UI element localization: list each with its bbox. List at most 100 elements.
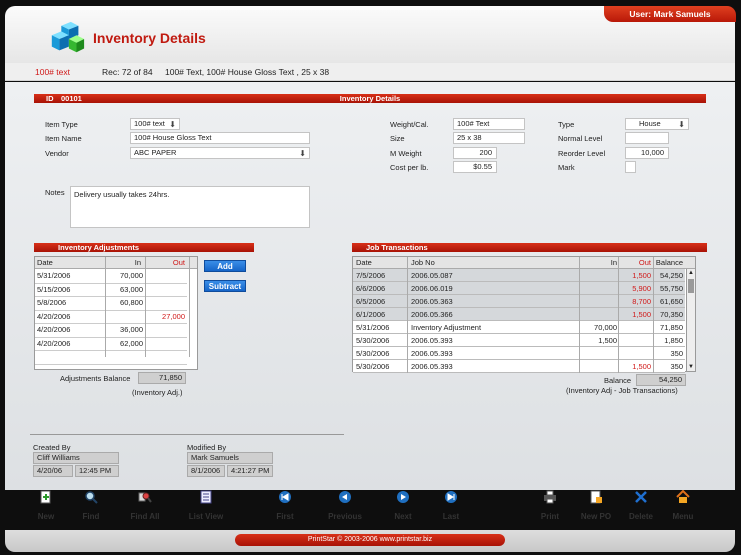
last-record-icon [445, 491, 457, 503]
magnifier-icon [85, 491, 98, 504]
job-in [581, 347, 617, 360]
job-balance: 350 [670, 349, 683, 358]
table-row[interactable] [353, 269, 685, 282]
column-divider [105, 257, 106, 357]
table-row[interactable] [353, 347, 685, 360]
item-name-field[interactable]: 100# House Gloss Text [130, 132, 310, 144]
job-out: 1,500 [632, 310, 651, 319]
print-button[interactable]: Print [520, 490, 580, 521]
notes-field[interactable]: Delivery usually takes 24hrs. [70, 186, 310, 228]
adjustment-in: 70,000 [120, 271, 143, 280]
add-button[interactable]: Add [204, 260, 246, 272]
table-row[interactable] [353, 321, 685, 334]
row-divider [35, 309, 187, 311]
find-button[interactable]: Find [61, 490, 121, 521]
adjustments-table: Date In Out 5/31/2006 70,000 5/15/2006 63,000 5… [34, 256, 198, 370]
scroll-down-icon[interactable]: ▼ [688, 364, 694, 370]
job-number: 2006.05.366 [411, 310, 453, 319]
row-divider [35, 296, 187, 297]
adjustment-out [145, 323, 185, 336]
normal-level-field[interactable] [625, 132, 669, 144]
type-select[interactable]: House ⬇ [625, 118, 689, 130]
modified-date: 8/1/2006 [187, 465, 225, 477]
job-date: 5/30/2006 [356, 349, 390, 358]
reorder-level-label: Reorder Level [558, 149, 606, 158]
reorder-level-field[interactable]: 10,000 [625, 147, 669, 159]
adjustments-balance-value: 71,850 [138, 372, 186, 384]
size-field[interactable]: 25 x 38 [453, 132, 525, 144]
job-in: 1,500 [598, 336, 617, 345]
list-view-icon [200, 490, 212, 504]
item-name-label: Item Name [45, 134, 82, 143]
find-all-button[interactable]: Find All [115, 490, 175, 521]
mark-checkbox[interactable] [625, 161, 636, 173]
job-date: 7/5/2006 [356, 271, 386, 280]
row-divider [35, 350, 187, 351]
table-row[interactable] [353, 282, 685, 295]
cost-label: Cost per lb. [390, 163, 429, 172]
job-number: Inventory Adjustment [411, 323, 482, 332]
adjustment-in: 63,000 [120, 284, 143, 294]
jobs-balance-value: 54,250 [636, 374, 686, 386]
adjustments-balance-label: Adjustments Balance [60, 374, 131, 383]
next-button[interactable]: Next [373, 490, 433, 521]
job-balance: 350 [670, 362, 683, 371]
job-in [581, 360, 617, 373]
last-label: Last [442, 512, 460, 521]
delete-button[interactable]: Delete [611, 490, 671, 521]
jobs-scrollbar[interactable]: ▲ ▼ [686, 269, 695, 371]
weight-field[interactable]: 100# Text [453, 118, 525, 130]
scroll-thumb[interactable] [688, 279, 694, 293]
list-view-label: List View [188, 512, 224, 521]
table-row[interactable] [353, 334, 685, 347]
first-button[interactable]: First [255, 490, 315, 521]
vendor-select[interactable]: ABC PAPER ⬇ [130, 147, 310, 159]
new-po-button[interactable]: New PO [566, 490, 626, 521]
jobs-section-bar: Job Transactions [352, 243, 707, 252]
adjustment-in: 60,800 [120, 298, 143, 307]
subtract-button[interactable]: Subtract [204, 280, 246, 292]
notes-label: Notes [45, 188, 65, 197]
job-balance: 71,850 [660, 323, 683, 332]
job-out: 1,500 [632, 271, 651, 280]
scroll-up-icon[interactable]: ▲ [688, 270, 694, 276]
previous-button[interactable]: Previous [315, 490, 375, 521]
previous-label: Previous [328, 512, 362, 521]
dropdown-arrow-icon: ⬇ [169, 120, 176, 129]
home-icon [676, 490, 690, 503]
job-date: 6/1/2006 [356, 310, 386, 319]
item-type-select[interactable]: 100# text ⬇ [130, 118, 180, 130]
job-number: 2006.05.363 [411, 297, 453, 306]
list-view-button[interactable]: List View [176, 490, 236, 521]
adjustment-out: 27,000 [162, 311, 185, 321]
job-out: 1,500 [632, 362, 651, 371]
find-label: Find [82, 512, 100, 521]
job-balance: 1,850 [664, 336, 683, 345]
new-button[interactable]: New [16, 490, 76, 521]
adjustment-date: 4/20/2006 [37, 325, 71, 334]
record-description: 100# Text, 100# House Gloss Text , 25 x … [165, 67, 330, 77]
table-row[interactable] [353, 360, 685, 373]
new-po-label: New PO [580, 512, 612, 521]
job-in [581, 282, 617, 295]
table-row[interactable] [353, 295, 685, 308]
footer: PrintStar © 2003-2006 www.printstar.biz [5, 530, 735, 552]
mark-label: Mark [558, 163, 575, 172]
column-header-balance: Balance [655, 258, 683, 267]
adjustment-date: 5/31/2006 [37, 271, 71, 280]
next-record-icon [397, 491, 409, 503]
record-item: 100# text [35, 67, 70, 77]
table-row[interactable] [353, 308, 685, 321]
adjustment-date: 5/8/2006 [37, 298, 67, 307]
column-header-out: Out [172, 258, 185, 267]
jobs-note: (Inventory Adj - Job Transactions) [566, 386, 678, 395]
menu-button[interactable]: Menu [653, 490, 713, 521]
cost-field[interactable]: $0.55 [453, 161, 497, 173]
size-label: Size [390, 134, 405, 143]
table-header [353, 257, 695, 269]
job-number: 2006.05.393 [411, 349, 453, 358]
footer-copyright: PrintStar © 2003-2006 www.printstar.biz [235, 534, 505, 546]
type-label: Type [558, 120, 575, 129]
m-weight-field[interactable]: 200 [453, 147, 497, 159]
last-button[interactable]: Last [421, 490, 481, 521]
